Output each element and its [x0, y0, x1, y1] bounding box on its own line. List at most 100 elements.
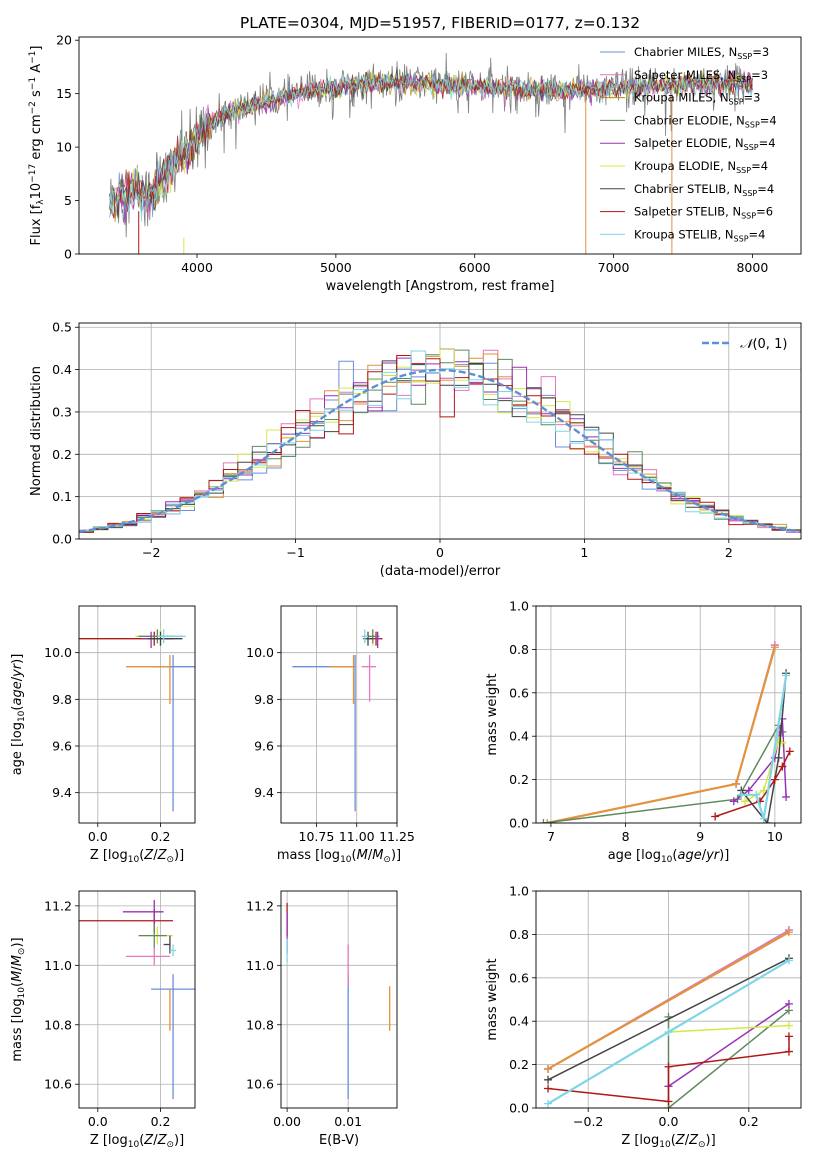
y-tick-label: 0.0 [509, 816, 529, 831]
y-tick-label: 10.0 [44, 645, 72, 660]
weight-line-5 [668, 1024, 790, 1033]
weight-marker [544, 1064, 553, 1073]
weight-marker [664, 1062, 673, 1071]
weight-marker [752, 790, 761, 799]
axes-spectrum: 4000 5000 6000 7000 8000 0 5 10 15 20 wavelength [… [28, 33, 802, 294]
y-tick-label: 9.6 [52, 739, 72, 754]
y-tick-label: 1.0 [509, 884, 529, 899]
grid-mass-vs-Z [79, 891, 195, 1108]
weight-marker [729, 797, 738, 806]
x-tick-label: 7000 [598, 260, 630, 275]
x-tick-label: 10.75 [299, 829, 335, 844]
y-axis-label: mass weight [485, 673, 500, 755]
x-tick-label: 2 [725, 545, 733, 560]
y-tick-label: 0.2 [509, 772, 529, 787]
weight-marker [741, 797, 750, 806]
ticks-mass-vs-Z: 0.0 0.2 10.6 10.8 11.0 11.2 [44, 898, 170, 1129]
weight-marker [784, 999, 793, 1008]
plot-mass-vs-Z [79, 899, 195, 1100]
plot-massweight-vs-age [539, 641, 794, 823]
axes-residuals: −2 −1 0 1 2 0.0 0.1 0.2 0.3 0.4 0.5 (data-model)/er… [29, 320, 802, 579]
weight-marker [711, 812, 720, 821]
x-axis-label: wavelength [Angstrom, rest frame] [326, 279, 555, 294]
x-axis-label: Z [log10(Z/Z⊙)] [621, 1133, 715, 1150]
y-tick-label: 11.0 [44, 958, 72, 973]
x-axis-label: age [log10(age/yr)] [608, 848, 730, 865]
y-tick-label: 0.2 [509, 1057, 529, 1072]
weight-marker [784, 1032, 793, 1041]
x-tick-label: 11.25 [379, 829, 415, 844]
y-tick-label: 9.4 [254, 785, 274, 800]
axes-frame [78, 605, 196, 824]
axes-frame [280, 890, 398, 1109]
x-tick-label: −1 [286, 545, 304, 560]
weight-marker [770, 775, 779, 784]
legend-label-3: Chabrier ELODIE, NSSP=4 [634, 113, 777, 129]
axes-frame [78, 36, 802, 255]
y-tick-label: 0.6 [509, 970, 529, 985]
weight-marker [770, 643, 779, 652]
legend-label-4: Salpeter ELODIE, NSSP=4 [634, 136, 776, 152]
y-tick-label: 10.6 [246, 1077, 274, 1092]
y-tick-label: 0.6 [509, 685, 529, 700]
y-tick-label: 5 [64, 193, 72, 208]
y-tick-label: 10.8 [246, 1017, 274, 1032]
legend-label-7: Salpeter STELIB, NSSP=6 [634, 205, 773, 221]
weight-marker [544, 1084, 553, 1093]
weight-marker [732, 779, 741, 788]
weight-marker [539, 819, 548, 823]
weight-line-8 [741, 675, 788, 820]
weight-marker [664, 1028, 673, 1037]
x-axis-label: (data-model)/error [380, 564, 501, 579]
weight-marker [759, 786, 768, 795]
x-tick-label: 10 [767, 829, 783, 844]
weight-marker [782, 671, 791, 680]
grid-age-vs-Z [79, 606, 195, 823]
axes-frame [78, 322, 802, 540]
x-axis-label: E(B-V) [319, 1133, 359, 1148]
weight-marker [737, 790, 746, 799]
y-tick-label: 0.2 [52, 447, 72, 462]
x-tick-label: 7 [547, 829, 555, 844]
x-tick-label: 0 [436, 545, 444, 560]
y-tick-label: 1.0 [509, 599, 529, 614]
ticks-massweight-vs-age: 7 8 9 10 0.0 0.2 0.4 0.6 0.8 1.0 [509, 599, 783, 845]
y-tick-label: 10.6 [44, 1077, 72, 1092]
plot-age-vs-Z [79, 629, 195, 812]
axes-frame [535, 605, 802, 824]
y-tick-label: 0.3 [52, 404, 72, 419]
y-tick-label: 0.8 [509, 642, 529, 657]
y-tick-label: 20 [56, 33, 72, 48]
x-tick-label: 11.00 [339, 829, 375, 844]
axes-age-vs-mass: 10.75 11.00 11.25 9.4 9.6 9.8 10.0 mass [log10(… [246, 605, 415, 865]
plot-age-vs-mass [292, 629, 383, 812]
axes-age-vs-Z: 0.0 0.2 9.4 9.6 9.8 10.0 Z [log10(Z/Z⊙)] age [l… [10, 605, 196, 865]
ticks-mass-vs-ebv: 0.00 0.01 10.6 10.8 11.0 11.2 [246, 898, 362, 1129]
ticks-age-vs-mass: 10.75 11.00 11.25 9.4 9.6 9.8 10.0 [246, 645, 415, 844]
legend-label-5: Kroupa ELODIE, NSSP=4 [634, 159, 768, 175]
y-tick-label: 9.8 [52, 692, 72, 707]
y-tick-label: 0.0 [509, 1101, 529, 1116]
plot-mass-vs-ebv [286, 902, 391, 1100]
weight-marker [544, 1099, 553, 1108]
gaussian-curve [79, 368, 801, 533]
y-tick-label: 0.4 [509, 1014, 529, 1029]
ticks-massweight-vs-Z: −0.2 0.0 0.2 0.0 0.2 0.4 0.6 0.8 1.0 [509, 884, 759, 1130]
y-tick-label: 0.5 [52, 320, 72, 335]
y-axis-label: Flux [fλ10−17 erg cm−2 s−1 A−1] [28, 46, 46, 246]
y-axis-label: mass weight [485, 958, 500, 1040]
y-tick-label: 0.4 [52, 362, 72, 377]
x-tick-label: 8 [622, 829, 630, 844]
x-tick-label: 0.0 [659, 1114, 679, 1129]
legend-label: 𝒩(0, 1) [740, 337, 787, 352]
x-tick-label: 8000 [736, 260, 768, 275]
weight-marker [778, 762, 787, 771]
legend-label-6: Chabrier STELIB, NSSP=4 [634, 182, 774, 198]
weight-marker [759, 814, 768, 823]
weight-line-4 [668, 1003, 790, 1087]
weight-marker [744, 786, 753, 795]
y-tick-label: 9.8 [254, 692, 274, 707]
axes-frame [78, 890, 196, 1109]
